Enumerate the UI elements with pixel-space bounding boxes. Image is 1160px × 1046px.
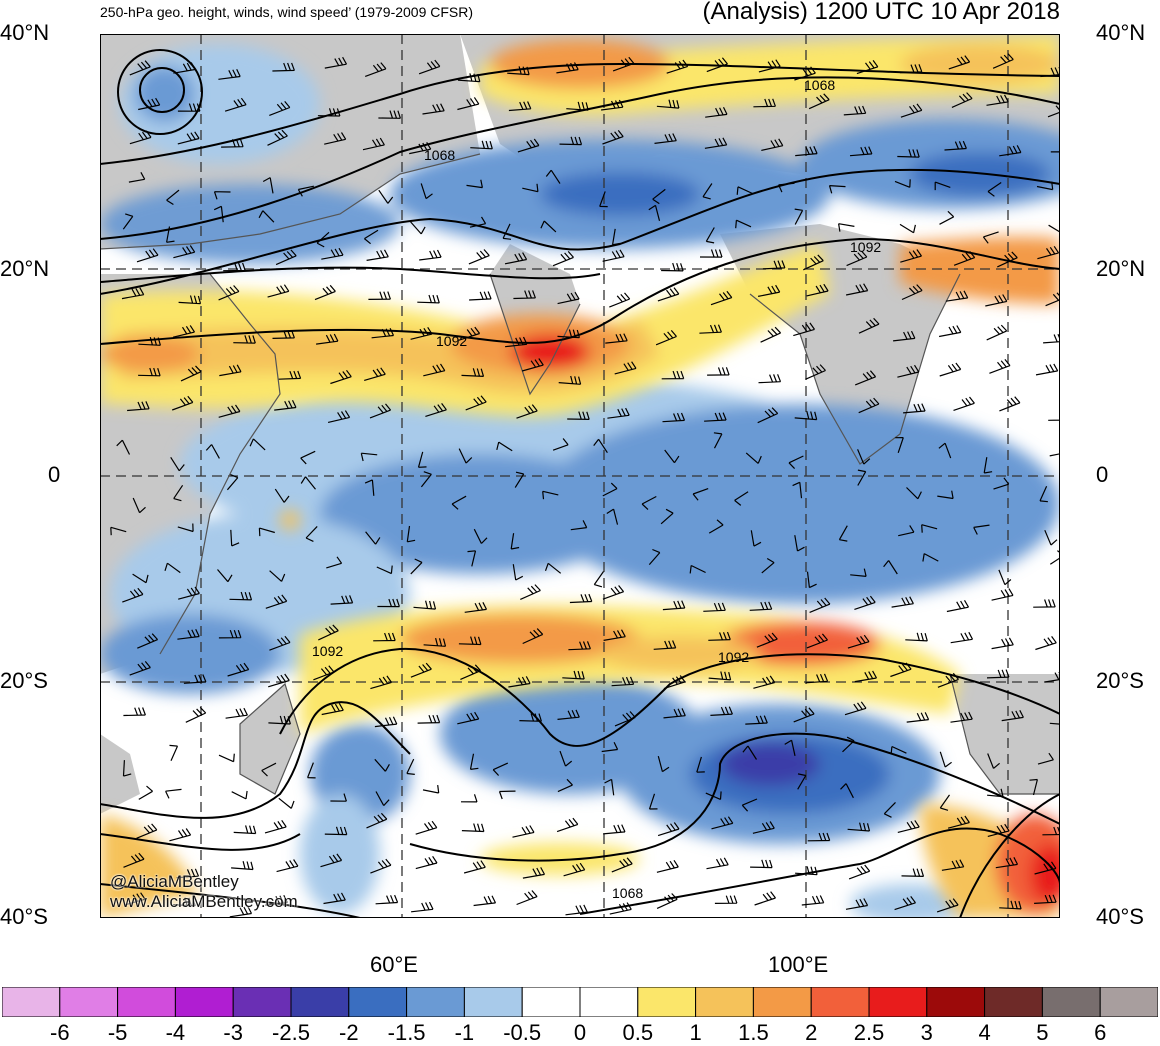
lat-label-40s-right: 40°S xyxy=(1096,904,1144,930)
colorbar-label: 3 xyxy=(921,1020,933,1046)
colorbar-swatch xyxy=(696,987,754,1017)
colorbar-swatch xyxy=(1042,987,1100,1017)
colorbar-label: -1.5 xyxy=(388,1020,426,1046)
chart-title-right: (Analysis) 1200 UTC 10 Apr 2018 xyxy=(702,0,1060,26)
credit-url: www.AliciaMBentley.com xyxy=(110,892,298,912)
colorbar-swatch xyxy=(60,987,118,1017)
lat-label-40s-left: 40°S xyxy=(0,904,48,930)
colorbar-swatch xyxy=(869,987,927,1017)
colorbar-label: 6 xyxy=(1094,1020,1106,1046)
colorbar-swatch xyxy=(985,987,1043,1017)
contour-label-1092-ne: 1092 xyxy=(850,239,881,255)
colorbar-swatch xyxy=(1100,987,1158,1017)
colorbar-swatch xyxy=(638,987,696,1017)
lat-label-20n-right: 20°N xyxy=(1096,256,1145,282)
chart-title-left: 250-hPa geo. height, winds, wind speed’ … xyxy=(100,4,473,20)
colorbar-swatch xyxy=(2,987,60,1017)
contour-label-1068-ne: 1068 xyxy=(804,77,835,93)
lon-label-60e: 60°E xyxy=(370,952,418,978)
lat-label-20s-right: 20°S xyxy=(1096,668,1144,694)
colorbar-swatch xyxy=(927,987,985,1017)
colorbar-swatch xyxy=(580,987,638,1017)
colorbar-swatch xyxy=(407,987,465,1017)
colorbar-swatch xyxy=(118,987,176,1017)
lat-label-40n-left: 40°N xyxy=(0,20,49,46)
colorbar-label: -2 xyxy=(339,1020,359,1046)
contour-label-1068-s: 1068 xyxy=(612,885,643,901)
contour-label-1092-sw: 1092 xyxy=(312,643,343,659)
colorbar-swatch xyxy=(233,987,291,1017)
colorbar-label: -5 xyxy=(108,1020,128,1046)
colorbar-label: -2.5 xyxy=(272,1020,310,1046)
colorbar xyxy=(2,987,1158,1017)
colorbar-label: 4 xyxy=(978,1020,990,1046)
lat-label-40n-right: 40°N xyxy=(1096,20,1145,46)
colorbar-label: 1 xyxy=(689,1020,701,1046)
contour-label-1092-mid: 1092 xyxy=(436,333,467,349)
lat-label-0-right: 0 xyxy=(1096,462,1108,488)
colorbar-label: 0.5 xyxy=(623,1020,654,1046)
contour-label-1092-se: 1092 xyxy=(718,649,749,665)
lat-label-0-left: 0 xyxy=(48,462,60,488)
credit-text: @AliciaMBentley www.AliciaMBentley.com xyxy=(110,872,298,912)
colorbar-swatch xyxy=(811,987,869,1017)
colorbar-label: -0.5 xyxy=(503,1020,541,1046)
colorbar-label: -4 xyxy=(166,1020,186,1046)
colorbar-label: -1 xyxy=(455,1020,475,1046)
colorbar-swatch xyxy=(522,987,580,1017)
lat-label-20s-left: 20°S xyxy=(0,668,48,694)
lon-label-100e: 100°E xyxy=(768,952,828,978)
colorbar-label: 1.5 xyxy=(738,1020,769,1046)
colorbar-swatch xyxy=(175,987,233,1017)
colorbar-swatch xyxy=(464,987,522,1017)
lat-label-20n-left: 20°N xyxy=(0,256,49,282)
colorbar-label: 2.5 xyxy=(854,1020,885,1046)
credit-handle: @AliciaMBentley xyxy=(110,872,298,892)
colorbar-label: -6 xyxy=(50,1020,70,1046)
colorbar-label: 0 xyxy=(574,1020,586,1046)
colorbar-label: 2 xyxy=(805,1020,817,1046)
map-panel: 1068 1068 1092 1092 1092 1092 1068 xyxy=(100,34,1060,918)
colorbar-swatch xyxy=(291,987,349,1017)
colorbar-label: 5 xyxy=(1036,1020,1048,1046)
colorbar-swatch xyxy=(753,987,811,1017)
colorbar-swatch xyxy=(349,987,407,1017)
colorbar-label: -3 xyxy=(223,1020,243,1046)
